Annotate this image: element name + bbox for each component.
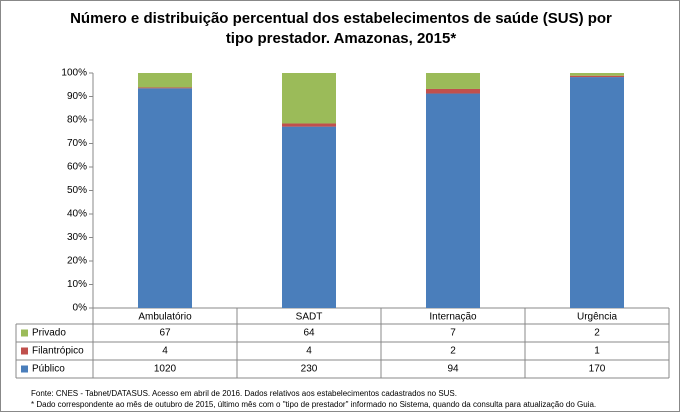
legend-swatch [21,365,28,373]
bar-segment [282,73,336,124]
table-value: 7 [450,328,456,339]
legend-label: Privado [32,328,66,339]
table-value: 2 [594,328,600,339]
y-tick-label: 90% [67,91,87,102]
source-note: Fonte: CNES - Tabnet/DATASUS. Acesso em … [31,389,457,398]
y-tick-label: 30% [67,232,87,243]
y-tick-label: 20% [67,256,87,267]
table-value: 64 [303,328,315,339]
table-value: 4 [306,346,312,357]
y-tick-label: 0% [73,303,88,314]
legend-swatch [21,347,28,355]
footnote: * Dado correspondente ao mês de outubro … [31,400,596,409]
bar-segment [426,88,480,94]
table-value: 94 [447,364,459,375]
x-tick-label: Ambulatório [138,312,192,323]
table-value: 230 [301,364,318,375]
y-tick-label: 40% [67,209,87,220]
bar-segment [570,75,624,78]
y-tick-label: 60% [67,162,87,173]
bar-segment [426,73,480,89]
legend-label: Público [32,364,65,375]
y-tick-label: 70% [67,138,87,149]
table-value: 2 [450,346,456,357]
y-tick-label: 10% [67,279,87,290]
bar-segment [570,77,624,309]
table-value: 4 [162,346,168,357]
table-value: 170 [589,364,606,375]
bar-segment [138,73,192,88]
table-value: 67 [159,328,171,339]
y-tick-label: 50% [67,185,87,196]
bar-segment [138,88,192,309]
chart-title: Número e distribuição percentual dos est… [70,10,612,47]
legend-label: Filantrópico [32,346,84,357]
bar-segment [282,126,336,308]
bar-segment [570,73,624,76]
y-tick-label: 80% [67,115,87,126]
y-tick-label: 100% [61,68,87,79]
bar-segment [138,87,192,89]
bar-segment [426,93,480,308]
x-tick-label: SADT [296,312,323,323]
x-tick-label: Urgência [577,312,617,323]
x-tick-label: Internação [429,312,477,323]
legend-swatch [21,329,28,337]
table-value: 1020 [154,364,177,375]
bar-segment [282,123,336,127]
table-value: 1 [594,346,600,357]
